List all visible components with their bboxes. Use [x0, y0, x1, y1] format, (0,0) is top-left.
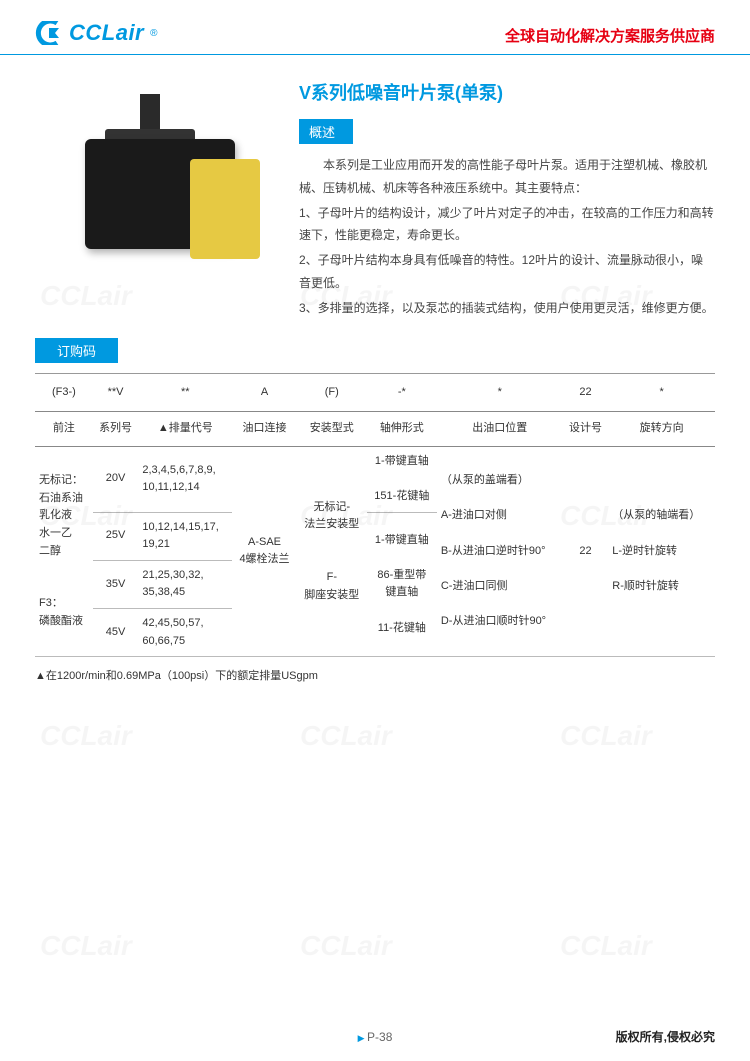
- code-col-2: **: [138, 378, 232, 412]
- page-header: CCLair ® 全球自动化解决方案服务供应商: [0, 0, 750, 55]
- page-footer: P-38 版权所有,侵权必究: [0, 1018, 750, 1061]
- code-col-5: -*: [367, 378, 437, 412]
- code-col-7: 22: [563, 378, 609, 412]
- name-col-3: 油口连接: [232, 412, 297, 447]
- order-code-table: (F3-) **V ** A (F) -* * 22 * 前注 系列号 ▲排量代…: [35, 378, 715, 658]
- table-row: 无标记： 石油系油 乳化液 水一乙 二醇 F3： 磷酸酯液 20V 2,3,4,…: [35, 446, 715, 512]
- description-2: 2、子母叶片结构本身具有低噪音的特性。12叶片的设计、流量脉动很小，噪音更低。: [299, 249, 715, 295]
- cell-rotation: （从泵的轴端看） L-逆时针旋转 R-顺时针旋转: [608, 446, 715, 656]
- cell-design: 22: [563, 446, 609, 656]
- cell-disp-3: 42,45,50,57, 60,66,75: [138, 608, 232, 656]
- code-col-8: *: [608, 378, 715, 412]
- product-image: [35, 79, 275, 279]
- name-col-5: 轴伸形式: [367, 412, 437, 447]
- cell-shaft-rest: 1-带键直轴 86-重型带 键直轴 11-花键轴: [367, 512, 437, 657]
- cell-series-2: 35V: [93, 560, 139, 608]
- name-col-4: 安装型式: [297, 412, 367, 447]
- table-header-names: 前注 系列号 ▲排量代号 油口连接 安装型式 轴伸形式 出油口位置 设计号 旋转…: [35, 412, 715, 447]
- cell-series-3: 45V: [93, 608, 139, 656]
- name-col-2: ▲排量代号: [138, 412, 232, 447]
- cell-series-0: 20V: [93, 446, 139, 512]
- code-col-3: A: [232, 378, 297, 412]
- description-1: 1、子母叶片的结构设计，减少了叶片对定子的冲击，在较高的工作压力和高转速下，性能…: [299, 202, 715, 248]
- code-col-4: (F): [297, 378, 367, 412]
- name-col-7: 设计号: [563, 412, 609, 447]
- logo-text: CCLair: [69, 20, 144, 46]
- logo: CCLair ®: [35, 20, 158, 46]
- cell-series-1: 25V: [93, 512, 139, 560]
- table-header-codes: (F3-) **V ** A (F) -* * 22 *: [35, 378, 715, 412]
- cell-port: A-SAE 4螺栓法兰: [232, 446, 297, 656]
- code-col-0: (F3-): [35, 378, 93, 412]
- code-col-1: **V: [93, 378, 139, 412]
- tagline: 全球自动化解决方案服务供应商: [505, 25, 715, 46]
- cell-shaft-0: 1-带键直轴 151-花键轴: [367, 446, 437, 512]
- name-col-1: 系列号: [93, 412, 139, 447]
- cell-mount: 无标记- 法兰安装型 F- 脚座安装型: [297, 446, 367, 656]
- cell-disp-2: 21,25,30,32, 35,38,45: [138, 560, 232, 608]
- description-intro: 本系列是工业应用而开发的高性能子母叶片泵。适用于注塑机械、橡胶机械、压铸机械、机…: [299, 154, 715, 200]
- order-code-label: 订购码: [35, 338, 118, 363]
- cell-prefix: 无标记： 石油系油 乳化液 水一乙 二醇 F3： 磷酸酯液: [35, 446, 93, 656]
- name-col-8: 旋转方向: [608, 412, 715, 447]
- overview-label: 概述: [299, 119, 353, 144]
- name-col-6: 出油口位置: [437, 412, 563, 447]
- cell-disp-0: 2,3,4,5,6,7,8,9, 10,11,12,14: [138, 446, 232, 512]
- copyright-text: 版权所有,侵权必究: [616, 1028, 715, 1045]
- registered-mark: ®: [150, 28, 157, 39]
- cell-disp-1: 10,12,14,15,17, 19,21: [138, 512, 232, 560]
- description-3: 3、多排量的选择，以及泵芯的插装式结构，使用户使用更灵活，维修更方便。: [299, 297, 715, 320]
- code-col-6: *: [437, 378, 563, 412]
- name-col-0: 前注: [35, 412, 93, 447]
- logo-icon: [35, 21, 63, 45]
- product-title: V系列低噪音叶片泵(单泵): [299, 79, 715, 105]
- cell-outlet: （从泵的盖端看） A-进油口对侧 B-从进油口逆时针90° C-进油口同侧 D-…: [437, 446, 563, 656]
- table-note: ▲在1200r/min和0.69MPa（100psi）下的额定排量USgpm: [35, 667, 715, 683]
- page-number: P-38: [358, 1030, 393, 1044]
